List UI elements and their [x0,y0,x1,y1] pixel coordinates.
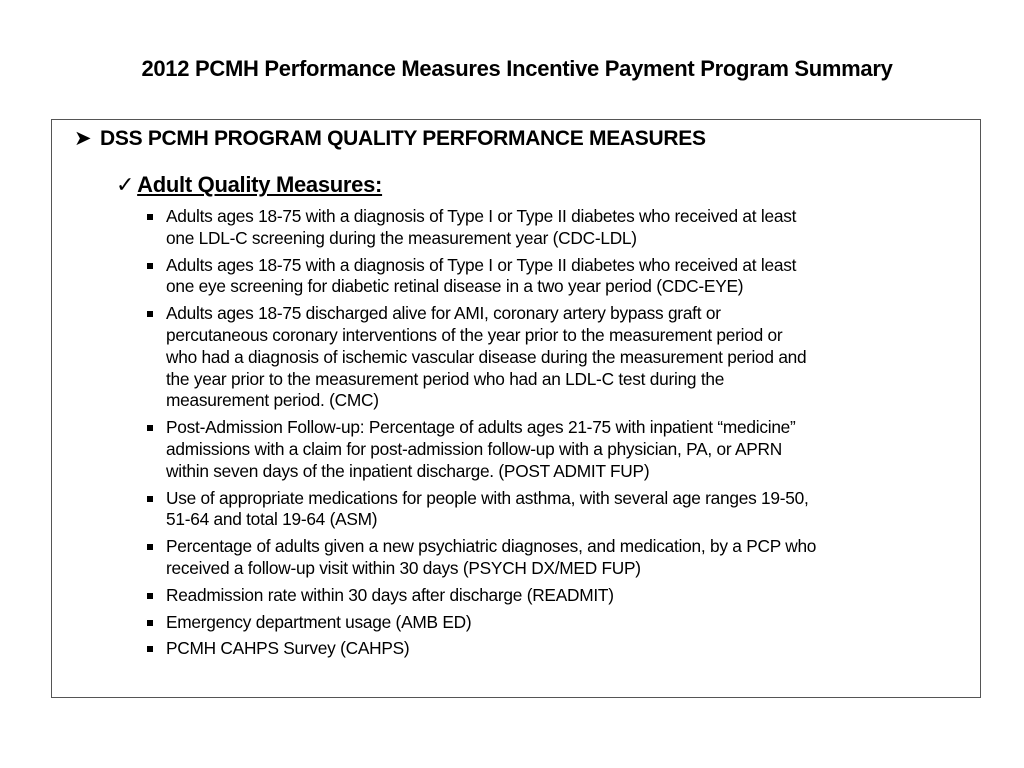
checkmark-icon: ✓ [116,172,135,197]
list-item-line: who had a diagnosis of ischemic vascular… [166,346,807,367]
list-item: Percentage of adults given a new psychia… [146,536,816,580]
list-item-line: percutaneous coronary interventions of t… [166,324,783,345]
list-item-line: within seven days of the inpatient disch… [166,460,650,481]
section-heading: ➤ DSS PCMH PROGRAM QUALITY PERFORMANCE ME… [74,126,706,151]
section-heading-text: DSS PCMH PROGRAM QUALITY PERFORMANCE MEA… [100,127,706,150]
square-bullet-icon [147,495,153,502]
list-item-line: Adults ages 18-75 discharged alive for A… [166,303,721,324]
square-bullet-icon [147,619,153,626]
list-item: Readmission rate within 30 days after di… [146,585,816,607]
list-item-line: Readmission rate within 30 days after di… [166,584,614,605]
measures-list: Adults ages 18-75 with a diagnosis of Ty… [146,206,816,665]
list-item: Adults ages 18-75 discharged alive for A… [146,303,816,412]
list-item-line: Adults ages 18-75 with a diagnosis of Ty… [166,254,797,275]
subheading-text: Adult Quality Measures: [137,172,383,197]
list-item-line: 51-64 and total 19-64 (ASM) [166,509,378,530]
square-bullet-icon [147,646,153,653]
list-item-line: received a follow-up visit within 30 day… [166,557,641,578]
square-bullet-icon [147,425,153,432]
list-item-line: Adults ages 18-75 with a diagnosis of Ty… [166,206,797,226]
subheading: ✓ Adult Quality Measures: [116,172,382,198]
list-item-line: PCMH CAHPS Survey (CAHPS) [166,638,410,659]
arrowhead-bullet-icon: ➤ [74,127,92,150]
square-bullet-icon [147,592,153,599]
list-item-line: Post-Admission Follow-up: Percentage of … [166,417,796,438]
list-item-line: Percentage of adults given a new psychia… [166,536,817,557]
square-bullet-icon [147,214,153,220]
slide-title: 2012 PCMH Performance Measures Incentive… [141,56,893,81]
square-bullet-icon [147,311,153,318]
list-item: Adults ages 18-75 with a diagnosis of Ty… [146,255,816,299]
list-item: Emergency department usage (AMB ED) [146,612,816,634]
list-item: Use of appropriate medications for peopl… [146,488,816,532]
list-item: PCMH CAHPS Survey (CAHPS) [146,638,816,660]
list-item-line: admissions with a claim for post-admissi… [166,438,782,459]
square-bullet-icon [147,544,153,551]
list-item-line: the year prior to the measurement period… [166,368,725,389]
list-item: Adults ages 18-75 with a diagnosis of Ty… [146,206,816,250]
list-item-line: one eye screening for diabetic retinal d… [166,276,744,297]
square-bullet-icon [147,262,153,269]
list-item-line: Emergency department usage (AMB ED) [166,611,472,632]
list-item-line: Use of appropriate medications for peopl… [166,487,809,508]
content-box: ➤ DSS PCMH PROGRAM QUALITY PERFORMANCE ME… [51,119,981,698]
list-item-line: measurement period. (CMC) [166,390,379,411]
list-item: Post-Admission Follow-up: Percentage of … [146,417,816,482]
list-item-line: one LDL-C screening during the measureme… [166,227,637,248]
